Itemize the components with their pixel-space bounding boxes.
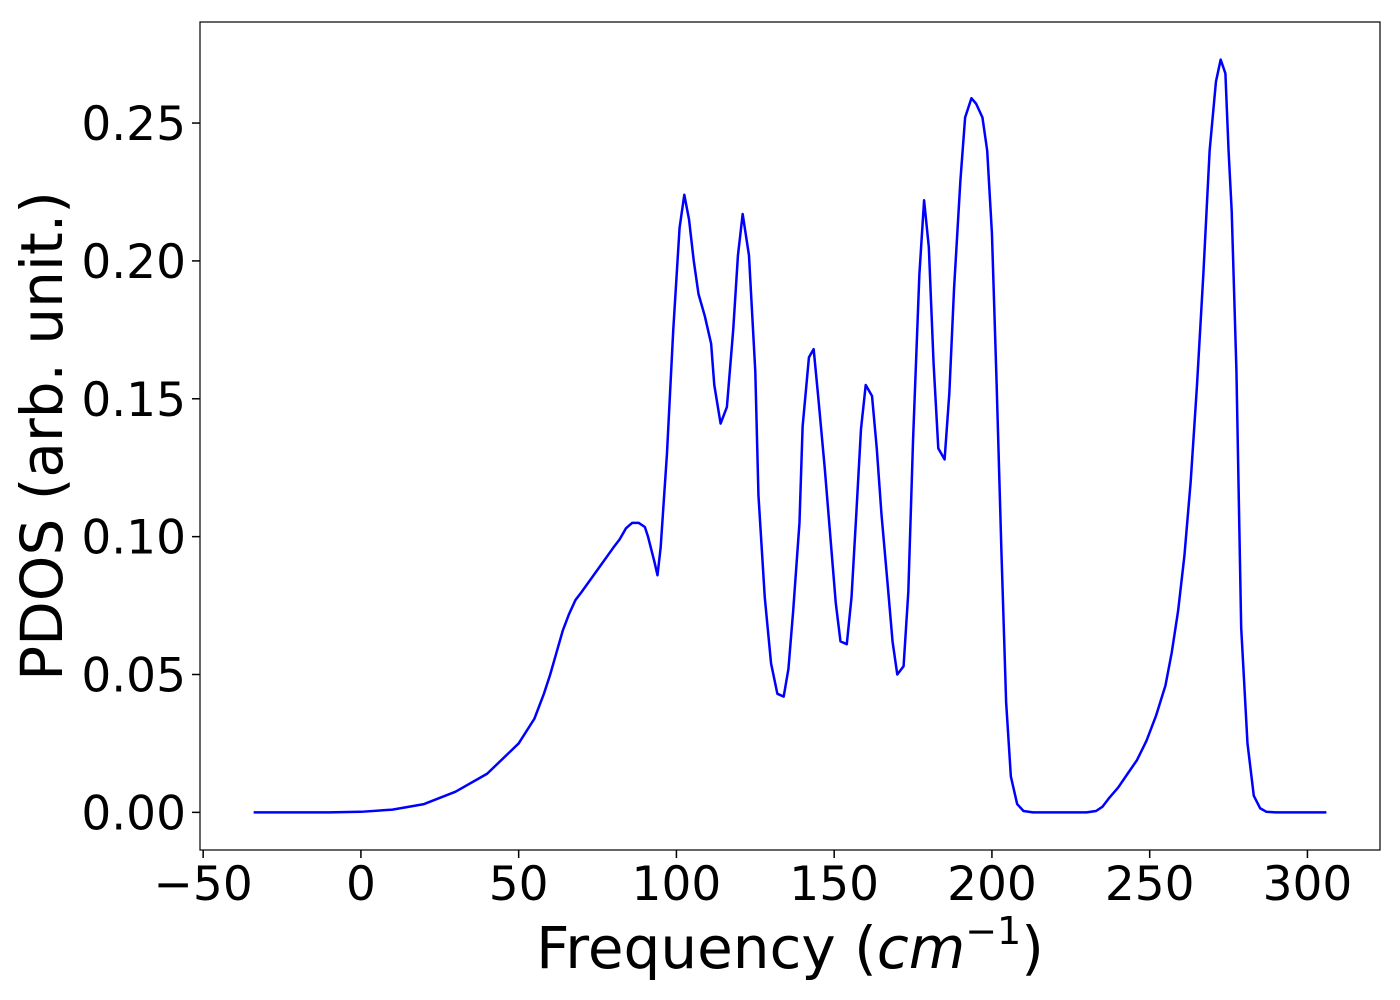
x-tick-label: 250 — [1105, 857, 1195, 912]
x-label-text: Frequency ( — [536, 914, 877, 982]
y-tick-label: 0.25 — [81, 97, 186, 152]
y-tick-label: 0.20 — [81, 235, 186, 290]
y-tick-label: 0.05 — [81, 649, 186, 704]
x-tick-label: 300 — [1263, 857, 1353, 912]
y-tick-label: 0.15 — [81, 373, 186, 428]
pdos-line — [253, 58, 1327, 814]
x-tick-label: 50 — [489, 857, 549, 912]
y-axis-label: PDOS (arb. unit.) — [8, 191, 76, 681]
x-axis-label: Frequency (cm−1) — [536, 909, 1044, 982]
x-tick-label: 0 — [346, 857, 376, 912]
y-tick-label: 0.10 — [81, 511, 186, 566]
x-label-math: cm — [877, 914, 965, 982]
y-tick-label: 0.00 — [81, 786, 186, 841]
x-label-sup: −1 — [965, 909, 1021, 953]
x-tick-label: −50 — [154, 857, 253, 912]
x-tick-label: 150 — [789, 857, 879, 912]
plot-frame — [199, 21, 1381, 851]
x-tick-label: 100 — [632, 857, 722, 912]
x-tick-label: 200 — [947, 857, 1037, 912]
x-label-close: ) — [1021, 914, 1044, 982]
